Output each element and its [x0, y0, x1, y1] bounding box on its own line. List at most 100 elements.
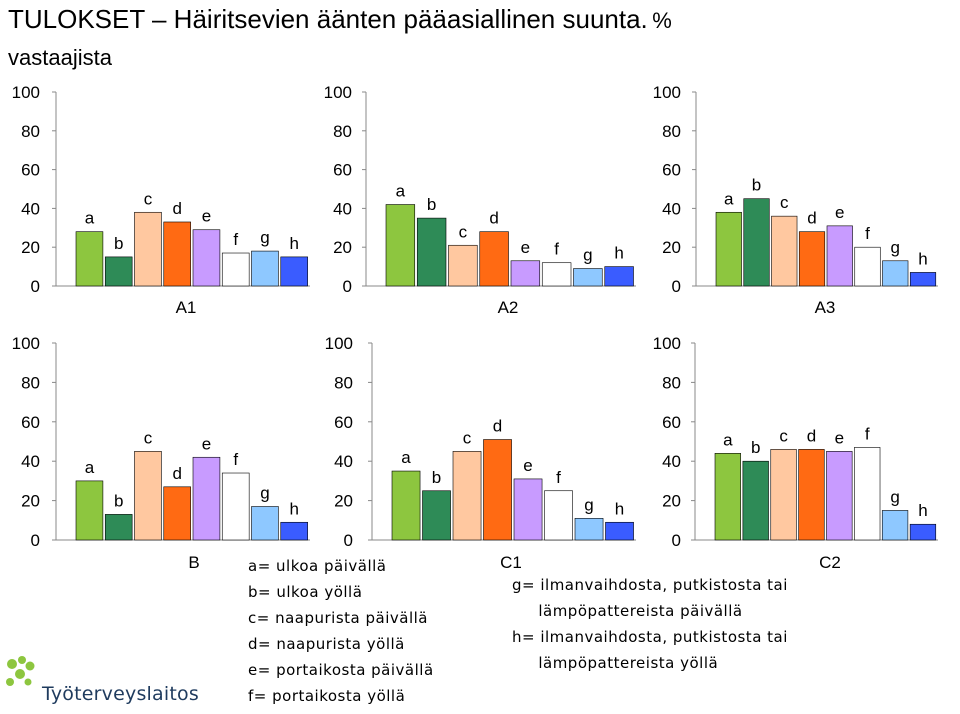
bar-a3-c	[771, 215, 798, 287]
y-tick-label-a3: 40	[662, 199, 681, 218]
bar-b-e	[192, 456, 221, 541]
bar-a2-f	[541, 262, 572, 287]
bar-c1-e	[513, 478, 543, 541]
bar-label-a1-g: g	[260, 228, 269, 247]
bar-a3-e	[826, 225, 853, 287]
bar-a2-g	[573, 268, 603, 287]
bar-label-c1-g: g	[584, 495, 593, 514]
bar-label-a3-e: e	[835, 203, 844, 222]
chart-title-a3: A3	[815, 298, 836, 317]
bar-label-a3-d: d	[807, 209, 816, 228]
bar-a3-g	[882, 260, 909, 287]
bar-label-c2-h: h	[918, 501, 927, 520]
logo-text: Työterveyslaitos	[42, 683, 199, 705]
bar-b-f	[221, 472, 250, 541]
legend-item-f: f= portaikosta yöllä	[248, 687, 406, 705]
bar-a2-d	[479, 231, 509, 287]
bar-label-a2-g: g	[583, 246, 592, 265]
y-tick-label-b: 80	[21, 373, 40, 392]
y-tick-label-c2: 60	[662, 413, 681, 432]
bar-label-a3-f: f	[865, 224, 870, 243]
y-tick-label-c2: 20	[662, 492, 681, 511]
bar-a3-d	[798, 231, 826, 287]
y-tick-label-b: 0	[31, 531, 40, 550]
bar-c1-d	[483, 439, 512, 541]
bar-c2-c	[770, 449, 797, 541]
bar-label-c2-g: g	[890, 487, 899, 506]
legend-item-c: c= naapurista päivällä	[248, 609, 428, 627]
y-tick-label-c1: 0	[344, 531, 353, 550]
bar-label-c1-b: b	[432, 468, 441, 487]
bar-label-a1-b: b	[114, 234, 123, 253]
page-title: TULOKSET – Häiritsevien äänten pääasiall…	[8, 2, 908, 78]
bar-label-a2-e: e	[521, 238, 530, 257]
bar-b-h	[280, 521, 308, 541]
title-suffix: %	[652, 8, 672, 33]
y-tick-label-c1: 40	[334, 452, 353, 471]
y-tick-label-c2: 80	[662, 373, 681, 392]
bar-label-a3-c: c	[780, 193, 789, 212]
y-tick-label-c1: 80	[334, 373, 353, 392]
bar-a3-a	[715, 211, 742, 287]
bar-label-b-h: h	[289, 499, 298, 518]
chart-title-a2: A2	[498, 298, 519, 317]
chart-title-a1: A1	[176, 298, 197, 317]
bar-label-a3-b: b	[752, 176, 761, 195]
y-tick-label-a2: 0	[343, 277, 352, 296]
bar-b-a	[75, 480, 104, 541]
bar-a1-b	[104, 256, 133, 287]
y-tick-label-a1: 20	[21, 238, 40, 257]
bar-label-a2-d: d	[489, 209, 498, 228]
chart-title-c1: C1	[500, 553, 522, 572]
bar-label-b-d: d	[172, 464, 181, 483]
y-tick-label-b: 40	[21, 452, 40, 471]
bar-label-c2-b: b	[751, 438, 760, 457]
bar-a2-c	[448, 244, 478, 287]
legend-left: a= ulkoa päivällä b= ulkoa yöllä c= naap…	[248, 553, 434, 709]
y-tick-label-b: 100	[12, 334, 40, 353]
bar-label-a1-c: c	[144, 189, 153, 208]
bar-a1-a	[75, 231, 104, 287]
bar-a3-f	[854, 246, 881, 287]
bar-c2-e	[826, 451, 853, 541]
y-tick-label-a1: 100	[12, 83, 40, 102]
bar-c1-h	[605, 521, 634, 541]
bar-a3-h	[909, 272, 937, 287]
bar-a1-d	[163, 221, 191, 287]
bar-a2-b	[416, 217, 447, 287]
bar-label-b-f: f	[233, 450, 238, 469]
bar-label-c2-c: c	[779, 426, 788, 445]
y-tick-label-a3: 20	[662, 238, 681, 257]
y-tick-label-a2: 80	[333, 122, 352, 141]
title-main: TULOKSET – Häiritsevien äänten pääasiall…	[8, 4, 648, 34]
bar-label-c1-d: d	[493, 417, 502, 436]
bar-c1-a	[391, 470, 421, 541]
bar-label-a1-a: a	[85, 209, 95, 228]
bar-label-a2-h: h	[614, 244, 623, 263]
bar-a3-b	[743, 198, 770, 287]
y-tick-label-a3: 100	[653, 83, 681, 102]
bar-a1-e	[192, 229, 221, 287]
bar-c1-c	[452, 451, 482, 541]
bar-label-a1-f: f	[233, 230, 238, 249]
bar-a1-g	[251, 250, 279, 287]
bar-label-a2-c: c	[459, 222, 468, 241]
bar-label-a1-d: d	[172, 199, 181, 218]
bar-a1-c	[134, 211, 162, 287]
y-tick-label-c2: 40	[662, 452, 681, 471]
bar-c2-f	[854, 447, 881, 541]
bar-label-c2-e: e	[835, 428, 844, 447]
y-tick-label-a2: 100	[324, 83, 352, 102]
bar-a1-f	[221, 252, 250, 287]
bar-c2-h	[909, 523, 937, 541]
bar-label-a2-b: b	[427, 195, 436, 214]
y-tick-label-a2: 40	[333, 199, 352, 218]
bar-c2-a	[714, 453, 741, 541]
y-tick-label-a2: 60	[333, 161, 352, 180]
bar-label-a3-h: h	[918, 249, 927, 268]
bar-label-b-a: a	[85, 458, 95, 477]
bar-label-a2-f: f	[554, 240, 559, 259]
bar-c2-g	[881, 510, 909, 541]
title-line2: vastaajista	[8, 45, 112, 70]
chart-title-b: B	[188, 553, 199, 572]
